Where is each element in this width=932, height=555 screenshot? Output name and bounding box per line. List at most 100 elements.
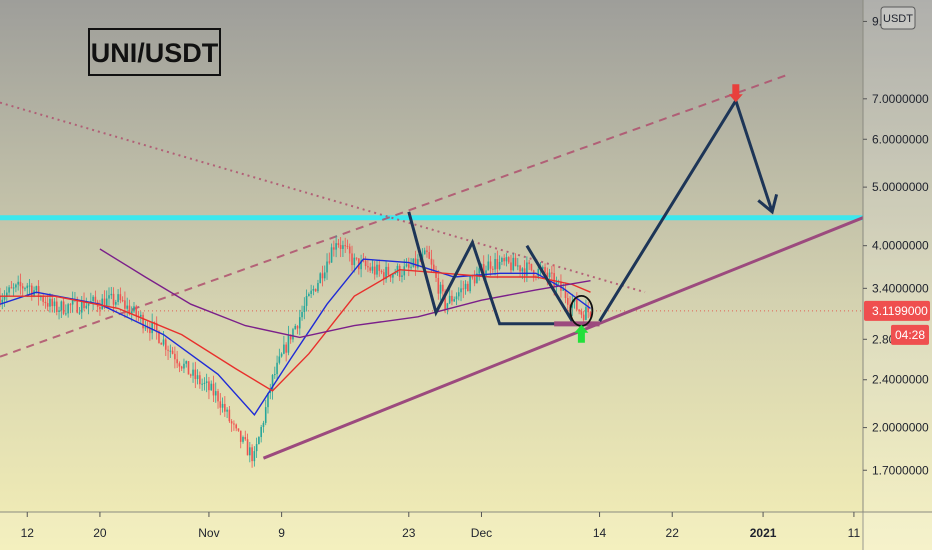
candle-body xyxy=(101,298,103,310)
candle-body xyxy=(35,286,38,291)
candle-body xyxy=(164,339,167,350)
candle-body xyxy=(485,270,487,277)
candle-body xyxy=(65,313,67,315)
candle-body xyxy=(448,295,451,304)
candle-body xyxy=(71,299,74,305)
candle-body xyxy=(262,422,265,427)
candle-body xyxy=(487,261,490,271)
candle-body xyxy=(260,426,262,438)
candle-body xyxy=(476,273,478,284)
candle-body xyxy=(255,444,258,452)
candle-body xyxy=(239,430,242,442)
candle-body xyxy=(28,285,31,287)
candle-body xyxy=(355,257,358,259)
candle-body xyxy=(49,298,51,307)
candle-body xyxy=(541,267,544,269)
candle-body xyxy=(292,329,294,340)
candle-body xyxy=(149,328,151,334)
candle-body xyxy=(407,264,410,268)
y-tick-label: 4.0000000 xyxy=(872,239,929,253)
candle-body xyxy=(394,273,396,275)
candle-body xyxy=(267,393,269,408)
candle-body xyxy=(312,289,315,291)
support-trendline xyxy=(262,216,864,460)
candle-body xyxy=(280,353,283,357)
candle-body xyxy=(517,265,519,267)
moving-average-line xyxy=(0,268,591,392)
candle-body xyxy=(251,447,253,462)
candle-body xyxy=(8,287,10,293)
countdown-timer: 04:28 xyxy=(895,328,925,342)
candle-body xyxy=(512,257,515,271)
candle-body xyxy=(403,266,406,276)
candle-body xyxy=(344,245,346,247)
candle-body xyxy=(178,363,181,367)
candle-body xyxy=(505,257,508,262)
candle-body xyxy=(3,296,6,300)
candle-body xyxy=(92,296,94,302)
countdown-badge xyxy=(891,324,929,345)
candle-body xyxy=(435,271,437,278)
candle-body xyxy=(367,266,369,268)
x-tick-label: 23 xyxy=(402,526,416,540)
moving-average-line xyxy=(99,248,591,339)
x-tick-label: 20 xyxy=(93,526,107,540)
candle-body xyxy=(10,287,13,289)
candle-body xyxy=(158,331,160,344)
candle-body xyxy=(351,253,353,266)
candle-body xyxy=(437,277,440,294)
candle-body xyxy=(58,310,60,312)
candle-body xyxy=(503,258,505,262)
candle-body xyxy=(460,288,462,293)
candle-body xyxy=(199,375,201,385)
candle-body xyxy=(446,303,449,310)
candle-body xyxy=(385,266,387,280)
candle-body xyxy=(0,296,1,305)
candle-body xyxy=(30,285,33,296)
candle-body xyxy=(69,304,72,306)
candle-body xyxy=(457,292,460,297)
candle-body xyxy=(194,369,197,380)
candle-body xyxy=(319,273,322,284)
candle-body xyxy=(514,257,517,267)
candle-body xyxy=(471,276,474,278)
candle-body xyxy=(482,264,485,277)
candle-body xyxy=(544,267,546,273)
candle-body xyxy=(55,301,58,312)
candle-body xyxy=(417,259,419,268)
candle-body xyxy=(103,298,106,308)
candle-body xyxy=(1,299,4,305)
candle-body xyxy=(189,374,192,376)
pattern-second-leg-line xyxy=(525,244,574,322)
candle-body xyxy=(115,302,117,305)
candle-body xyxy=(230,421,233,424)
candle-body xyxy=(15,284,17,288)
candle-body xyxy=(271,374,274,392)
moving-averages xyxy=(0,248,591,416)
candle-body xyxy=(337,243,340,246)
candle-body xyxy=(469,276,471,292)
candle-body xyxy=(278,356,281,363)
candle-body xyxy=(439,284,442,294)
candle-body xyxy=(160,343,163,345)
x-tick-label: Dec xyxy=(471,526,492,540)
x-tick-label: 14 xyxy=(593,526,607,540)
candle-body xyxy=(346,245,349,247)
candle-body xyxy=(110,293,113,296)
y-tick-label: 5.0000000 xyxy=(872,180,929,194)
price-axis-panel xyxy=(863,0,932,550)
candle-body xyxy=(294,325,297,330)
candle-body xyxy=(17,281,19,285)
candle-body xyxy=(383,272,385,280)
candle-body xyxy=(335,243,337,250)
candle-body xyxy=(85,305,88,309)
candle-body xyxy=(455,296,458,300)
candle-body xyxy=(228,409,231,422)
currency-button[interactable]: USDT xyxy=(880,6,916,30)
candle-body xyxy=(44,301,47,304)
candle-body xyxy=(273,374,276,376)
candle-body xyxy=(576,298,578,310)
candle-body xyxy=(412,258,415,267)
